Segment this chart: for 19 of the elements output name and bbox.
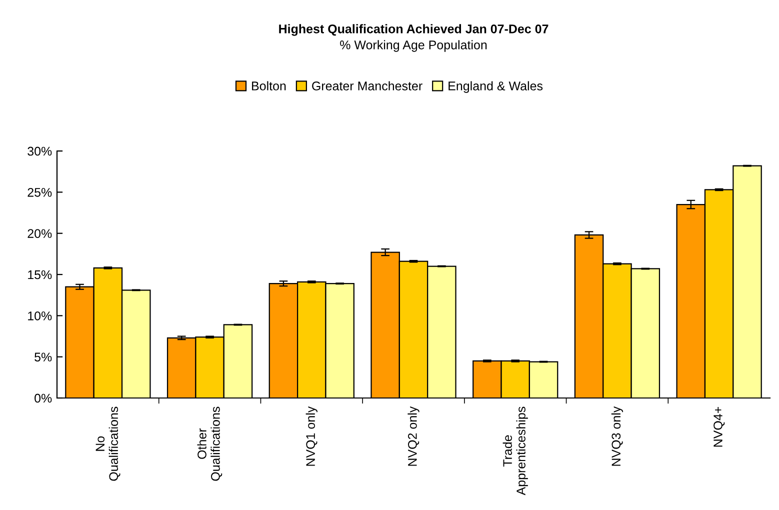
x-tick-label: NVQ1 only <box>306 406 318 466</box>
y-tick-label: 5% <box>34 352 52 362</box>
y-tick-label: 30% <box>28 146 52 156</box>
x-tick-label: Trade Apprenticeships <box>502 406 528 496</box>
x-tick-label: NVQ2 only <box>408 406 420 466</box>
x-tick-label: No Qualifications <box>96 406 120 481</box>
y-tick-label: 0% <box>34 394 52 403</box>
x-tick-label: Other Qualifications <box>197 406 222 481</box>
x-tick-label: NVQ4+ <box>714 406 725 447</box>
legend-label: Greater Manchester <box>312 81 422 90</box>
y-tick-label: 10% <box>28 311 52 320</box>
y-tick-label: 20% <box>28 229 52 238</box>
legend-label: England & Wales <box>448 81 543 93</box>
x-tick-label: NVQ3 only <box>611 406 624 466</box>
y-tick-label: 15% <box>28 270 52 280</box>
y-tick-label: 25% <box>28 188 52 197</box>
chart-title: Highest Qualification Achieved Jan 07-Dec 07 <box>279 24 548 36</box>
chart-subtitle: % Working Age Population <box>340 40 487 52</box>
legend-label: Bolton <box>252 81 286 90</box>
